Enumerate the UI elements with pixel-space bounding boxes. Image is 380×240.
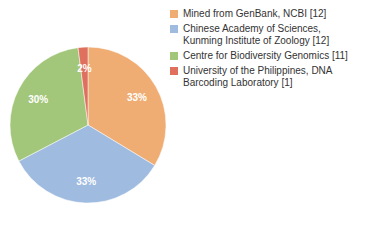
html-text:University of the Philippines,: University of the Philippines, DNA Barco… — [183, 65, 332, 88]
html-text:Centre for Biodiversity Genomi: Centre for Biodiversity Genomics [11] — [183, 50, 348, 61]
svg-text:33%: 33% — [127, 92, 147, 103]
html-text:Chinese Academy of Sciences, K: Chinese Academy of Sciences, Kunming Ins… — [183, 23, 330, 46]
svg-text:30%: 30% — [28, 94, 48, 105]
svg-text:33%: 33% — [76, 176, 96, 187]
html-text:Mined from GenBank, NCBI [12]: Mined from GenBank, NCBI [12] — [183, 8, 327, 19]
svg-text:2%: 2% — [77, 63, 92, 74]
